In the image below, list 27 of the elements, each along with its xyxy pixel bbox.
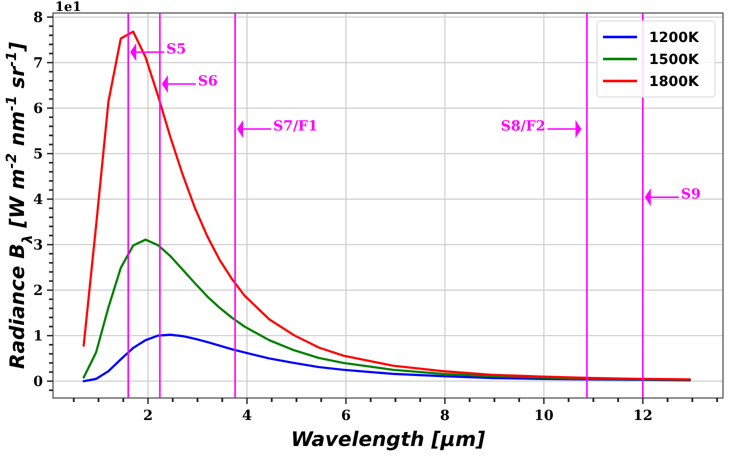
- annotation: S9: [680, 186, 701, 203]
- annotation: S6: [198, 73, 218, 90]
- legend-label: 1500K: [649, 52, 700, 68]
- x-tick-label: 12: [633, 408, 653, 424]
- x-tick-label: 6: [341, 408, 351, 424]
- annotation: S7/F1: [273, 118, 318, 134]
- x-tick-label: 8: [440, 408, 450, 424]
- x-axis-title: Wavelength [μm]: [290, 427, 486, 451]
- x-tick-label: 4: [242, 408, 252, 424]
- annotation: S5: [166, 42, 186, 58]
- x-tick-label: 10: [534, 408, 554, 424]
- y-tick-label: 0: [33, 374, 44, 390]
- annotation: 1e1: [55, 0, 82, 15]
- y-tick-label: 6: [33, 101, 43, 118]
- y-tick-label: 1: [33, 328, 43, 345]
- legend-label: 1800K: [649, 74, 700, 90]
- y-tick-label: 5: [33, 146, 43, 163]
- y-tick-label: 2: [33, 283, 43, 300]
- y-tick-label: 7: [33, 56, 43, 72]
- y-tick-label: 8: [33, 10, 43, 26]
- x-tick-label: 2: [143, 408, 153, 424]
- y-tick-label: 3: [33, 238, 43, 254]
- line-series: [82, 334, 691, 382]
- line-series: [82, 238, 691, 381]
- y-tick-label: 4: [33, 192, 44, 208]
- annotation: S8/F2: [500, 118, 546, 134]
- legend-label: 1200K: [649, 30, 700, 46]
